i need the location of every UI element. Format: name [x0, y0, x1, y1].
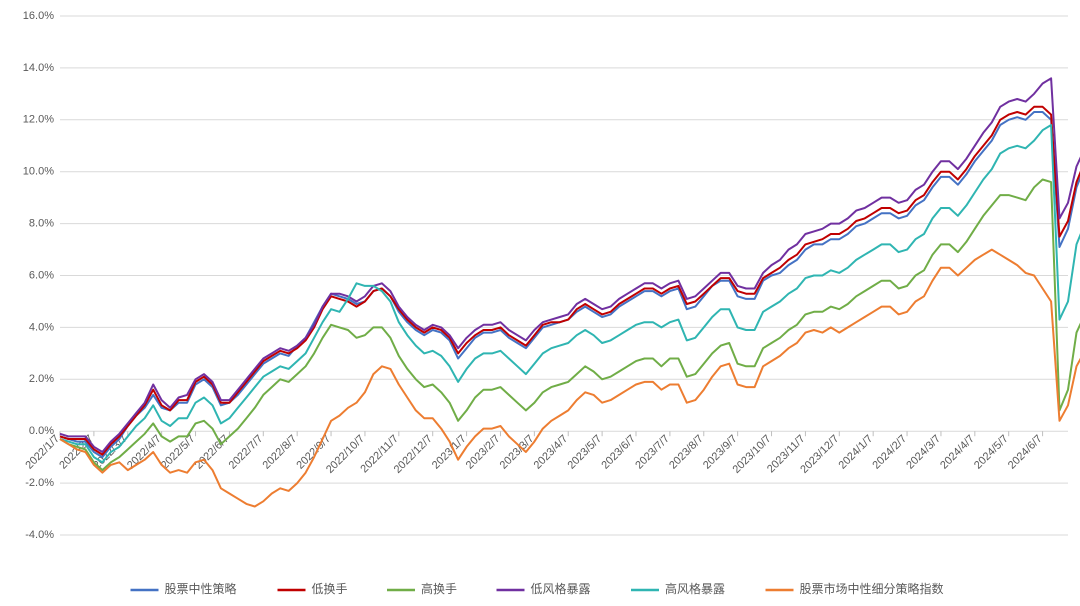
x-tick-label: 2023/8/7 — [667, 433, 706, 472]
legend-label: 高换手 — [421, 581, 457, 596]
legend-label: 低风格暴露 — [531, 581, 591, 596]
x-tick-label: 2022/4/7 — [125, 433, 164, 472]
legend-item: 低换手 — [278, 582, 348, 596]
x-tick-label: 2024/4/7 — [938, 433, 977, 472]
x-tick-label: 2022/1/7 — [23, 433, 62, 472]
x-tick-label: 2024/3/7 — [904, 433, 943, 472]
x-tick-label: 2024/1/7 — [837, 433, 876, 472]
legend-item: 高换手 — [387, 581, 457, 596]
legend-label: 股票市场中性细分策略指数 — [800, 581, 944, 596]
x-tick-label: 2024/2/7 — [870, 433, 909, 472]
x-tick-label: 2023/2/7 — [464, 433, 503, 472]
y-tick-label: 6.0% — [29, 269, 54, 281]
x-tick-label: 2022/7/7 — [227, 433, 266, 472]
x-tick-label: 2022/8/7 — [261, 433, 300, 472]
y-tick-label: 16.0% — [23, 10, 54, 22]
y-tick-label: 12.0% — [23, 114, 54, 126]
legend-label: 股票中性策略 — [165, 581, 237, 596]
legend-item: 股票中性策略 — [131, 581, 237, 596]
x-tick-label: 2024/5/7 — [972, 433, 1011, 472]
series-line — [60, 107, 1080, 455]
y-tick-label: 14.0% — [23, 62, 54, 74]
line-chart: -4.0%-2.0%0.0%2.0%4.0%6.0%8.0%10.0%12.0%… — [0, 0, 1080, 606]
x-tick-label: 2023/5/7 — [565, 433, 604, 472]
legend-label: 高风格暴露 — [665, 581, 725, 596]
legend-item: 股票市场中性细分策略指数 — [766, 581, 944, 596]
x-tick-label: 2023/3/7 — [498, 433, 537, 472]
y-tick-label: -4.0% — [25, 529, 54, 541]
x-tick-label: 2023/6/7 — [599, 433, 638, 472]
x-tick-label: 2023/7/7 — [633, 433, 672, 472]
legend-item: 低风格暴露 — [497, 581, 591, 596]
y-tick-label: 2.0% — [29, 373, 54, 385]
series-line — [60, 180, 1080, 471]
series-line — [60, 125, 1080, 462]
x-tick-label: 2024/6/7 — [1006, 433, 1045, 472]
y-tick-label: 4.0% — [29, 321, 54, 333]
legend-label: 低换手 — [312, 582, 348, 596]
y-tick-label: 8.0% — [29, 218, 54, 230]
y-tick-label: 10.0% — [23, 166, 54, 178]
legend-item: 高风格暴露 — [631, 581, 725, 596]
y-tick-label: -2.0% — [25, 477, 54, 489]
chart-svg: -4.0%-2.0%0.0%2.0%4.0%6.0%8.0%10.0%12.0%… — [0, 0, 1080, 606]
